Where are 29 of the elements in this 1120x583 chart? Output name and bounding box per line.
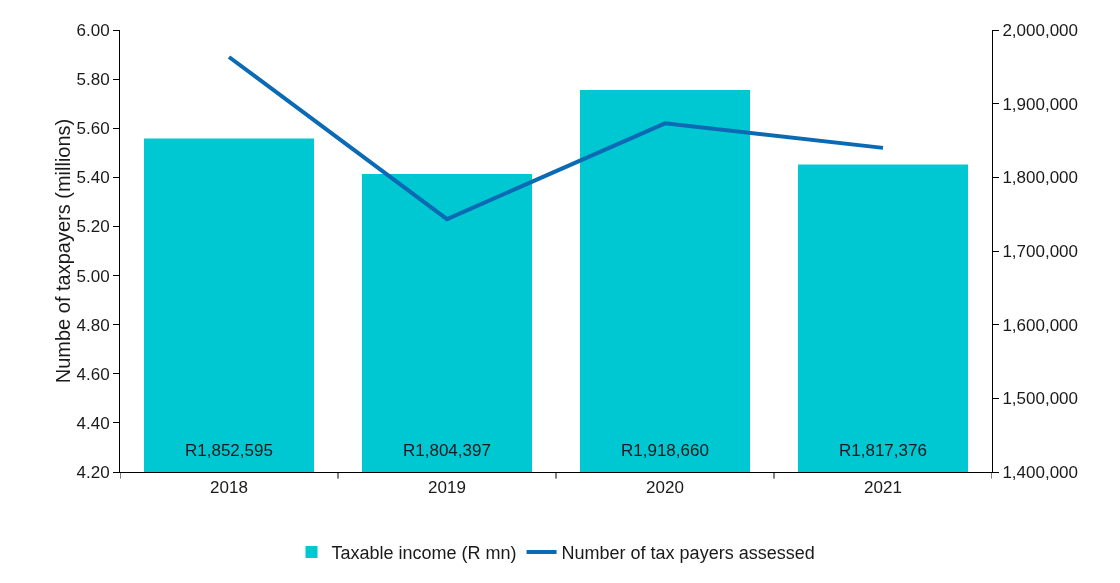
y-tick-label: 5.20 <box>76 217 110 237</box>
y-tick-label: 5.40 <box>76 168 110 188</box>
y2-tick-label: 1,400,000 <box>1002 462 1079 482</box>
x-tick-label: 2021 <box>864 478 902 498</box>
y-tick-label: 4.20 <box>76 462 110 482</box>
x-tick-label: 2019 <box>428 478 466 498</box>
y-tick-label: 4.60 <box>76 364 110 384</box>
y-axis-title: Numbe of taxpayers (millions) <box>52 118 74 384</box>
y-tick-label: 4.40 <box>76 413 110 433</box>
y-tick-label: 5.00 <box>76 266 110 286</box>
data-label: R1,852,595 <box>185 441 273 460</box>
x-tick-label: 2020 <box>646 478 684 498</box>
y2-tick-label: 1,500,000 <box>1002 389 1079 409</box>
y2-tick-label: 1,900,000 <box>1002 94 1079 114</box>
line-series <box>227 55 885 222</box>
y-tick-label: 4.80 <box>76 315 110 335</box>
data-label: R1,804,397 <box>403 441 491 460</box>
data-label: R1,918,660 <box>621 441 709 460</box>
y-tick-label: 5.60 <box>76 119 110 139</box>
legend-label: Number of tax payers assessed <box>561 543 815 564</box>
y2-tick-label: 2,000,000 <box>1002 20 1079 40</box>
y-tick-label: 6.00 <box>76 20 110 40</box>
y2-tick-label: 1,600,000 <box>1002 315 1079 335</box>
data-label: R1,817,376 <box>839 441 927 460</box>
legend-label: Taxable income (R mn) <box>331 543 517 564</box>
y2-tick-label: 1,700,000 <box>1002 241 1079 261</box>
x-tick-label: 2018 <box>210 478 248 498</box>
y-tick-label: 5.80 <box>76 70 110 90</box>
y2-tick-label: 1,800,000 <box>1002 168 1079 188</box>
